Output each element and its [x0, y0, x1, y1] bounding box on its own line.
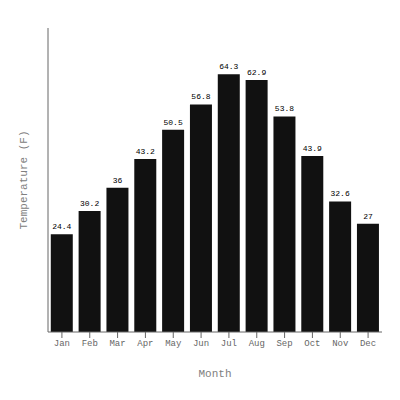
- svg-text:43.2: 43.2: [136, 147, 155, 156]
- svg-text:64.3: 64.3: [219, 62, 238, 71]
- svg-text:Jun: Jun: [193, 339, 209, 349]
- svg-text:Dec: Dec: [360, 339, 376, 349]
- svg-text:Mar: Mar: [109, 339, 125, 349]
- svg-text:43.9: 43.9: [303, 144, 322, 153]
- svg-text:30.2: 30.2: [80, 199, 99, 208]
- svg-text:36: 36: [113, 176, 123, 185]
- svg-text:Sep: Sep: [276, 339, 292, 349]
- svg-text:53.8: 53.8: [275, 104, 294, 113]
- svg-text:Temperature (F): Temperature (F): [18, 130, 30, 229]
- svg-text:27: 27: [363, 212, 373, 221]
- svg-text:May: May: [165, 339, 182, 349]
- svg-text:Month: Month: [198, 368, 231, 380]
- svg-text:Oct: Oct: [304, 339, 320, 349]
- svg-text:32.6: 32.6: [331, 189, 350, 198]
- svg-text:Apr: Apr: [137, 339, 153, 349]
- svg-text:56.8: 56.8: [191, 92, 210, 101]
- svg-text:Aug: Aug: [249, 339, 265, 349]
- svg-text:Feb: Feb: [82, 339, 98, 349]
- svg-text:Jan: Jan: [54, 339, 70, 349]
- svg-text:62.9: 62.9: [247, 68, 266, 77]
- svg-text:Jul: Jul: [221, 339, 237, 349]
- svg-text:Nov: Nov: [332, 339, 349, 349]
- svg-text:24.4: 24.4: [52, 222, 71, 231]
- svg-text:50.5: 50.5: [164, 118, 183, 127]
